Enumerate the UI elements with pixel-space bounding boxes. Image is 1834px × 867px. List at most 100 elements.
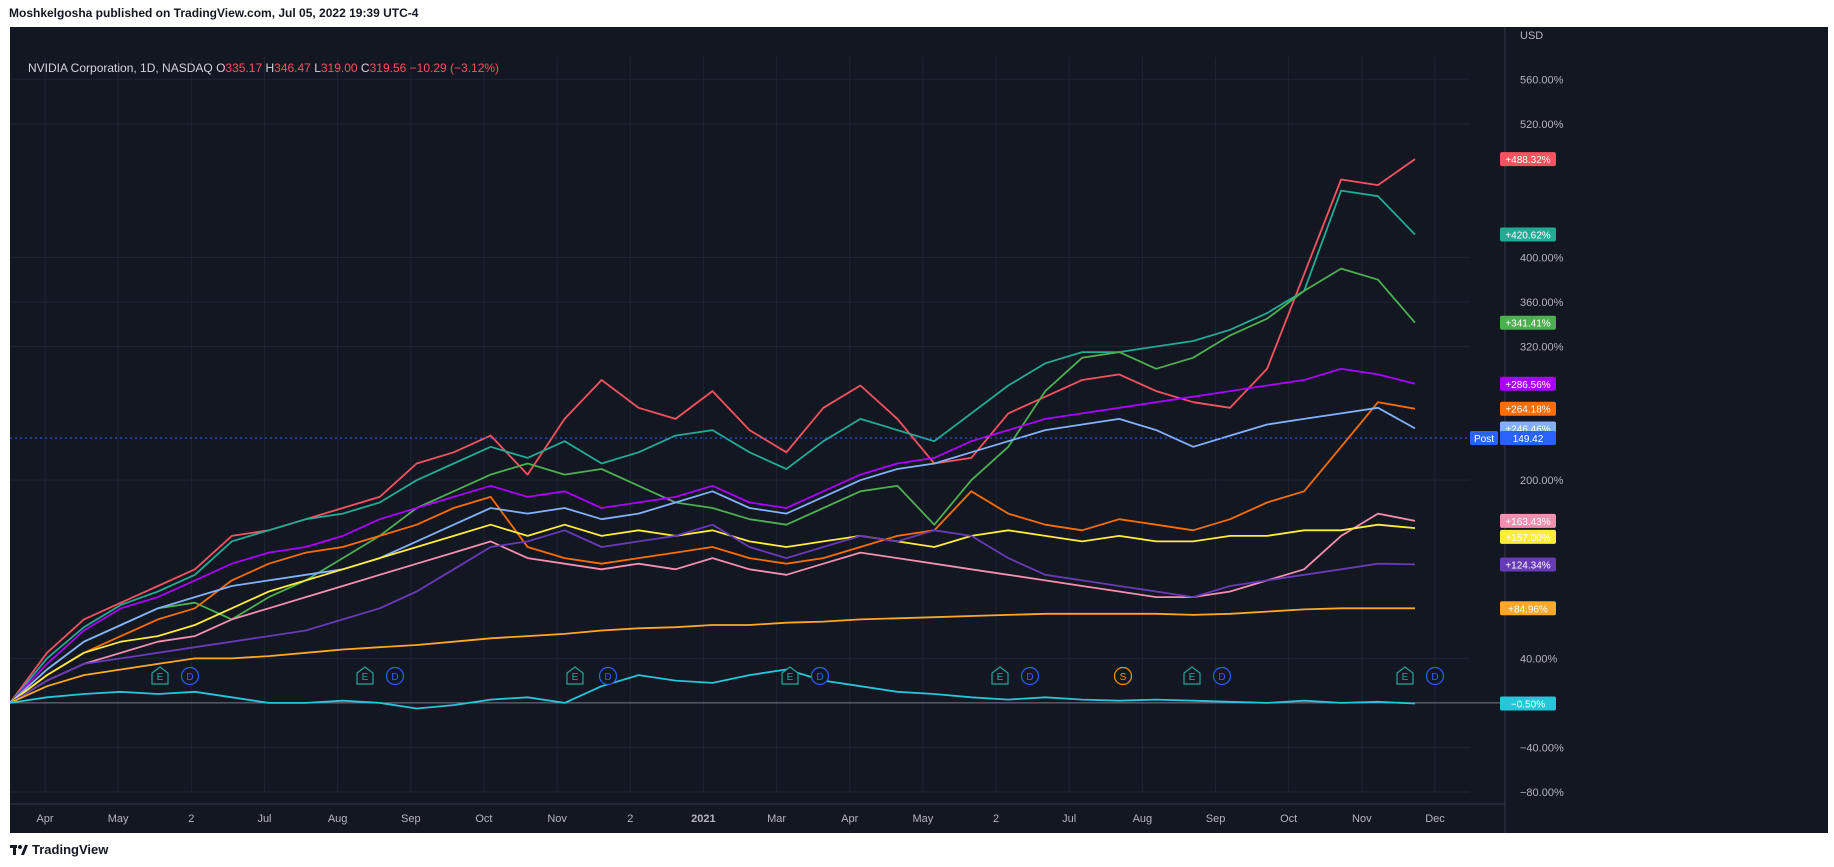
event-marker-label: E [787,672,794,683]
series-last-value-badge [1500,152,1556,167]
dividend-marker-icon [1425,666,1445,686]
event-marker-label: D [1431,672,1438,683]
event-marker-label: D [1218,672,1225,683]
symbol-legend: NVIDIA Corporation, 1D, NASDAQ O335.17 H… [28,61,499,75]
post-label-badge [1470,431,1498,445]
x-tick-label: Jul [1062,813,1076,825]
legend-symbol: NVIDIA Corporation, 1D, NASDAQ [28,61,213,75]
event-marker-label: D [604,672,611,683]
dividend-marker-icon [810,666,830,686]
y-tick-label: −40.00% [1520,742,1564,754]
earnings-marker-icon [1396,666,1414,685]
legend-high-label: H [265,61,275,75]
y-tick-label: 400.00% [1520,252,1564,264]
series-last-value: +163.43% [1505,517,1550,528]
series-line [10,401,1416,704]
event-marker-label: D [391,672,398,683]
dividend-marker-icon [598,666,618,686]
x-tick-label: Jul [257,813,271,825]
event-marker-label: E [362,672,369,683]
x-tick-label: 2 [627,813,633,825]
earnings-marker-icon [991,666,1009,685]
y-tick-label: 360.00% [1520,297,1564,309]
post-label: Post [1474,434,1494,445]
x-tick-label: Apr [841,813,858,825]
series-line [10,267,1416,704]
series-last-value: +157.00% [1505,533,1550,544]
series-line [10,367,1416,704]
x-tick-label: 2021 [691,813,715,825]
x-tick-label: Aug [1133,813,1153,825]
x-tick-label: Oct [1280,813,1297,825]
y-tick-label: 560.00% [1520,74,1564,86]
event-marker-label: E [1402,672,1409,683]
event-marker-label: D [816,672,823,683]
x-tick-label: Nov [547,813,567,825]
earnings-marker-icon [781,666,799,685]
split-marker-icon [1113,666,1133,686]
series-line [10,607,1415,704]
dividend-marker-icon [180,666,200,686]
x-tick-label: 2 [993,813,999,825]
x-tick-label: Sep [1206,813,1226,825]
dividend-marker-icon [1020,666,1040,686]
x-tick-label: Dec [1425,813,1445,825]
event-marker-label: D [1026,672,1033,683]
series-last-value-badge [1500,513,1556,528]
event-marker-label: E [572,672,579,683]
series-line [10,512,1416,704]
post-price-value: 149.42 [1513,434,1544,445]
event-marker-label: E [997,672,1004,683]
tradingview-logo-icon [10,843,28,857]
legend-change: −10.29 (−3.12%) [409,61,500,75]
legend-low: 319.00 [320,61,358,75]
legend-close-label: C [360,61,370,75]
legend-open-label: O [216,61,226,75]
x-tick-label: May [108,813,129,825]
x-tick-label: Oct [475,813,492,825]
currency-label: USD [1520,30,1543,42]
y-tick-label: 520.00% [1520,119,1564,131]
earnings-marker-icon [151,666,169,685]
y-tick-label: 320.00% [1520,342,1564,354]
x-tick-label: Aug [328,813,348,825]
publish-info: Moshkelgosha published on TradingView.co… [9,6,419,20]
series-last-value-badge [1500,696,1556,711]
legend-low-label: L [314,61,321,75]
series-last-value-badge [1500,376,1556,391]
x-tick-label: 2 [188,813,194,825]
series-last-value: +341.41% [1505,319,1550,330]
dividend-marker-icon [1212,666,1232,686]
x-tick-label: Apr [36,813,53,825]
dividend-marker-icon [385,666,405,686]
series-last-value-badge [1500,601,1556,616]
legend-open: 335.17 [225,61,263,75]
event-marker-label: E [157,672,164,683]
chart-frame: −80.00% −40.00% 40.00% 200.00% 320.00% 360.00… [10,27,1828,833]
y-tick-label: −80.00% [1520,787,1564,799]
chart-svg[interactable]: −80.00% −40.00% 40.00% 200.00% 320.00% 360.00… [10,27,1828,833]
series-last-value: +246.46% [1505,424,1550,435]
event-marker-label: D [186,672,193,683]
series-last-value: +124.34% [1505,560,1550,571]
series-last-value: +264.18% [1505,405,1550,416]
post-price-badge [1500,431,1556,445]
tradingview-brand[interactable]: TradingView [10,842,108,857]
series-last-value-badge [1500,557,1556,572]
series-last-value: +84.96% [1508,604,1548,615]
series-last-value: +488.32% [1505,155,1550,166]
earnings-marker-icon [566,666,584,685]
brand-name: TradingView [32,842,109,857]
event-marker-label: E [1189,672,1196,683]
y-tick-label: 40.00% [1520,653,1558,665]
y-tick-label: 200.00% [1520,475,1564,487]
series-line [10,523,1416,704]
x-tick-label: Mar [767,813,786,825]
footer-bar: TradingView [0,833,1834,867]
x-tick-label: Sep [401,813,421,825]
series-last-value-badge [1500,401,1556,416]
series-last-value-badge [1500,227,1556,242]
earnings-marker-icon [1183,666,1201,685]
series-line [10,523,1416,704]
publish-header: Moshkelgosha published on TradingView.co… [0,0,1834,27]
